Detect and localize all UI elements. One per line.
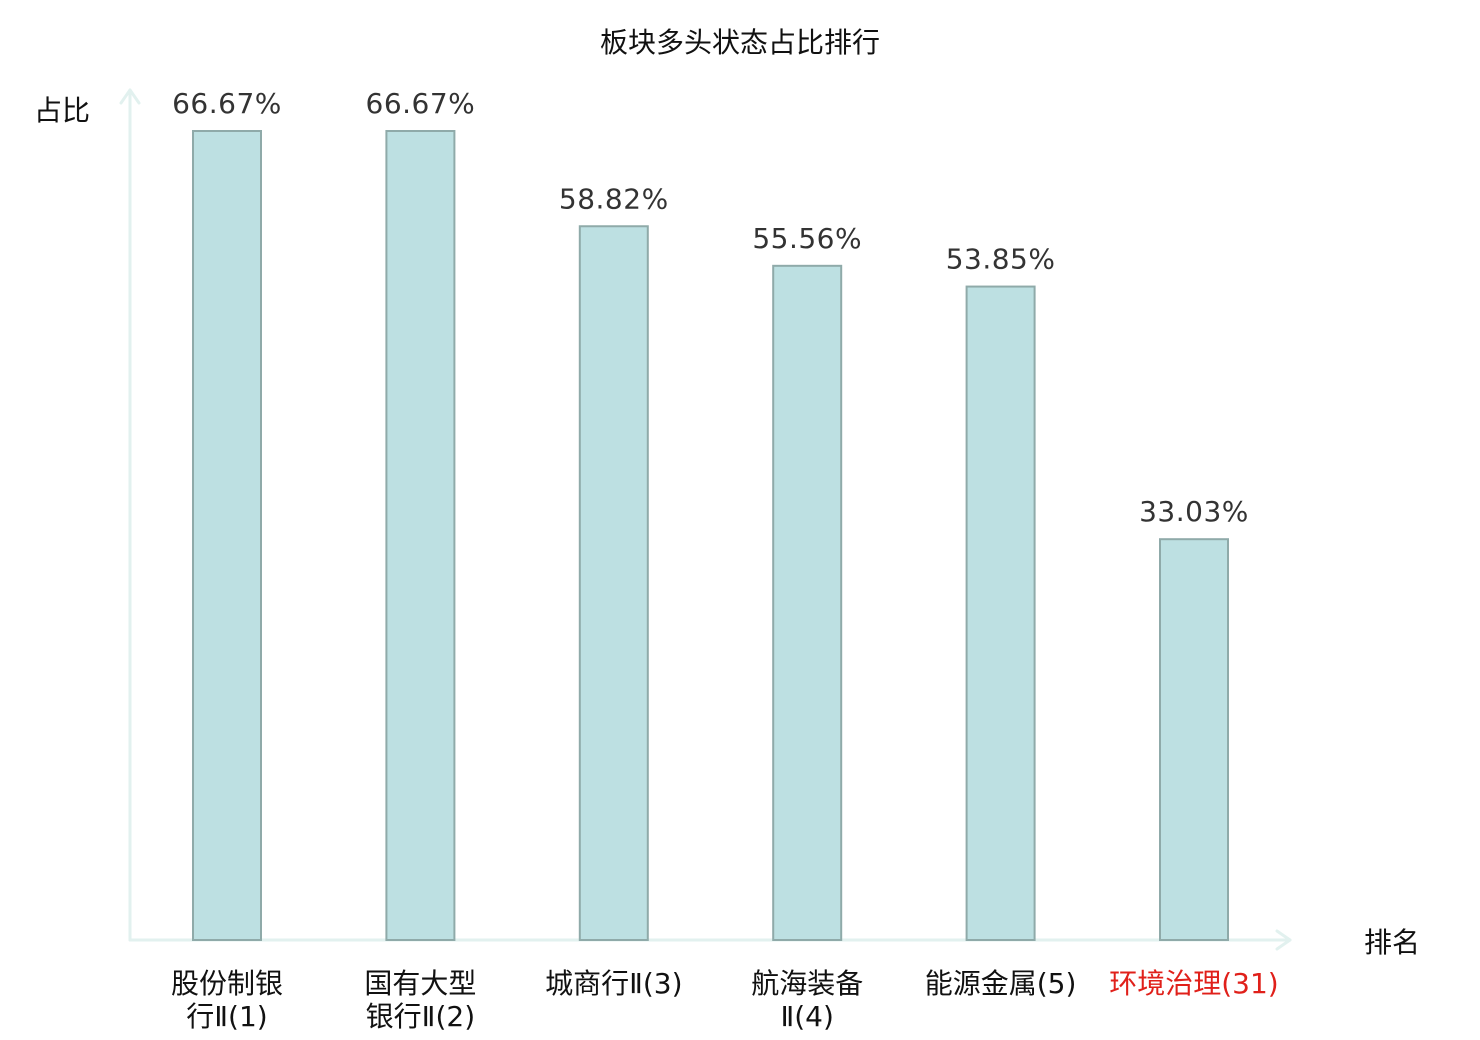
bar: [1159, 538, 1229, 941]
category-label: 股份制银: [171, 967, 283, 1000]
bar: [965, 285, 1036, 941]
chart-title: 板块多头状态占比排行: [600, 26, 880, 59]
value-label: 53.85%: [946, 243, 1056, 276]
bar: [578, 225, 649, 941]
value-label: 58.82%: [559, 182, 669, 215]
category-label: 行Ⅱ(1): [186, 1000, 267, 1033]
bar: [385, 130, 456, 941]
category-label: 城商行Ⅱ(3): [545, 967, 682, 1000]
category-label: 环境治理(31): [1109, 967, 1278, 1000]
value-labels-group: 66.67% 66.67% 58.82% 55.56% 53.85% 33.03%: [172, 87, 1249, 528]
y-axis-label: 占比: [34, 94, 90, 127]
category-label: Ⅱ(4): [780, 1000, 833, 1033]
x-axis-arrow: [1275, 929, 1292, 951]
bars-group: [192, 130, 1229, 941]
value-label: 33.03%: [1139, 495, 1249, 528]
axes: [119, 88, 1292, 951]
value-label: 55.56%: [752, 222, 862, 255]
category-label: 航海装备: [751, 967, 863, 1000]
category-label: 银行Ⅱ(2): [366, 1000, 475, 1033]
x-axis-label: 排名: [1364, 926, 1420, 959]
value-label: 66.67%: [366, 87, 476, 120]
y-axis-arrow: [119, 88, 141, 105]
value-label: 66.67%: [172, 87, 282, 120]
category-label: 国有大型: [364, 967, 476, 1000]
category-label: 能源金属(5): [925, 967, 1077, 1000]
bar: [192, 130, 262, 941]
bar: [772, 264, 843, 941]
